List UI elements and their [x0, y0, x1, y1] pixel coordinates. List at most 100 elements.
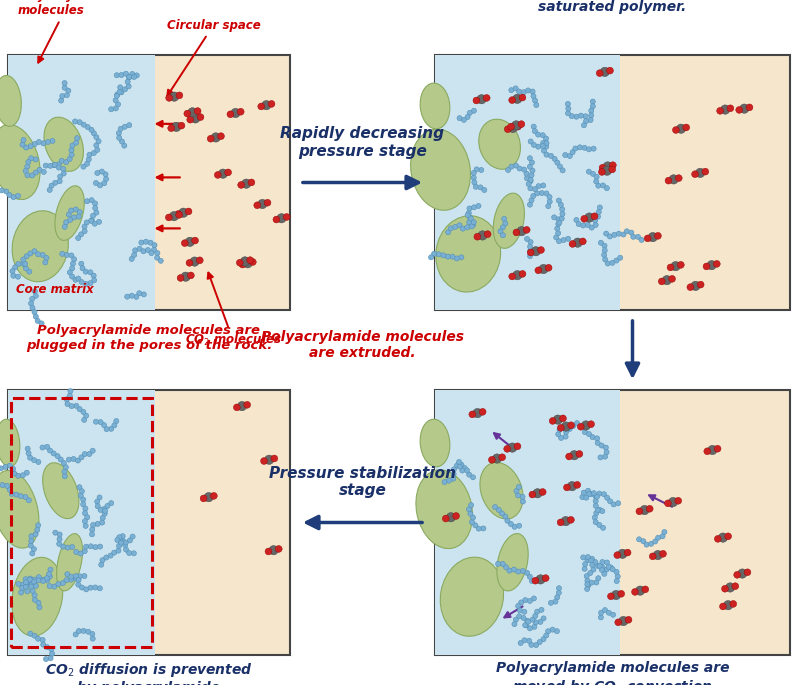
Circle shape — [65, 252, 69, 258]
Circle shape — [83, 269, 88, 274]
Circle shape — [536, 132, 540, 137]
Circle shape — [599, 567, 604, 573]
Circle shape — [7, 463, 12, 468]
Circle shape — [239, 261, 246, 268]
Text: Polyacrylamide
molecules: Polyacrylamide molecules — [18, 0, 119, 62]
Circle shape — [526, 619, 531, 624]
Circle shape — [82, 510, 88, 516]
Circle shape — [724, 533, 732, 540]
Circle shape — [501, 233, 505, 238]
Circle shape — [89, 218, 94, 223]
Circle shape — [595, 440, 600, 445]
Circle shape — [84, 544, 88, 549]
Circle shape — [552, 156, 557, 162]
Circle shape — [103, 508, 108, 514]
Circle shape — [544, 140, 549, 146]
Circle shape — [77, 120, 82, 125]
Circle shape — [602, 243, 607, 248]
Circle shape — [516, 89, 522, 94]
Circle shape — [95, 503, 100, 509]
Circle shape — [587, 571, 593, 575]
Bar — [8, 55, 155, 310]
Circle shape — [696, 169, 705, 177]
Circle shape — [467, 110, 473, 116]
Circle shape — [62, 474, 68, 479]
Circle shape — [603, 248, 607, 253]
Circle shape — [593, 503, 599, 508]
Circle shape — [63, 464, 69, 470]
Circle shape — [614, 569, 619, 575]
Circle shape — [498, 229, 503, 234]
Circle shape — [104, 177, 108, 182]
Circle shape — [535, 191, 540, 196]
Circle shape — [544, 136, 548, 141]
Circle shape — [442, 479, 447, 484]
Circle shape — [72, 257, 77, 262]
Circle shape — [573, 238, 583, 247]
Circle shape — [585, 558, 590, 562]
Circle shape — [127, 75, 132, 80]
Circle shape — [37, 167, 42, 173]
Circle shape — [41, 169, 46, 175]
Circle shape — [148, 240, 153, 245]
Circle shape — [124, 540, 128, 545]
Circle shape — [604, 560, 610, 565]
Circle shape — [465, 225, 469, 230]
Circle shape — [540, 183, 546, 188]
Circle shape — [33, 584, 38, 588]
Circle shape — [599, 240, 603, 245]
Circle shape — [29, 584, 33, 589]
Circle shape — [532, 596, 536, 601]
Circle shape — [102, 181, 107, 186]
Circle shape — [114, 73, 120, 78]
Circle shape — [4, 189, 9, 194]
Circle shape — [92, 206, 98, 210]
Circle shape — [479, 408, 486, 415]
Circle shape — [603, 608, 607, 612]
Circle shape — [593, 520, 599, 525]
Circle shape — [169, 212, 179, 221]
Circle shape — [113, 98, 118, 103]
Circle shape — [523, 597, 528, 603]
Circle shape — [61, 166, 66, 171]
Bar — [8, 55, 290, 310]
Circle shape — [2, 464, 8, 469]
Circle shape — [589, 113, 594, 118]
Circle shape — [593, 218, 598, 223]
Circle shape — [124, 294, 130, 299]
Circle shape — [555, 629, 559, 634]
Circle shape — [91, 273, 96, 278]
Circle shape — [57, 532, 62, 537]
Circle shape — [100, 169, 104, 174]
Circle shape — [574, 217, 579, 223]
Circle shape — [528, 574, 532, 580]
Circle shape — [573, 146, 578, 151]
Circle shape — [52, 584, 57, 589]
Circle shape — [595, 494, 599, 499]
Circle shape — [608, 565, 614, 570]
Text: Polyacrylamide molecules are
plugged in the pores of the rock.: Polyacrylamide molecules are plugged in … — [26, 324, 272, 352]
Circle shape — [594, 580, 599, 585]
Circle shape — [720, 603, 726, 610]
Circle shape — [738, 569, 747, 578]
Circle shape — [466, 472, 472, 477]
Circle shape — [243, 259, 253, 268]
Circle shape — [593, 560, 598, 564]
Circle shape — [16, 582, 21, 586]
Circle shape — [477, 95, 486, 104]
Circle shape — [94, 142, 99, 148]
Circle shape — [93, 419, 99, 424]
Circle shape — [589, 580, 595, 585]
Circle shape — [23, 266, 29, 271]
Circle shape — [665, 500, 671, 507]
Circle shape — [69, 208, 74, 213]
Circle shape — [677, 262, 685, 269]
Circle shape — [80, 164, 86, 169]
Circle shape — [515, 123, 521, 130]
Circle shape — [115, 92, 120, 97]
Circle shape — [584, 586, 590, 592]
Circle shape — [71, 456, 76, 462]
Circle shape — [585, 213, 594, 222]
Circle shape — [29, 297, 35, 301]
Circle shape — [457, 460, 461, 464]
